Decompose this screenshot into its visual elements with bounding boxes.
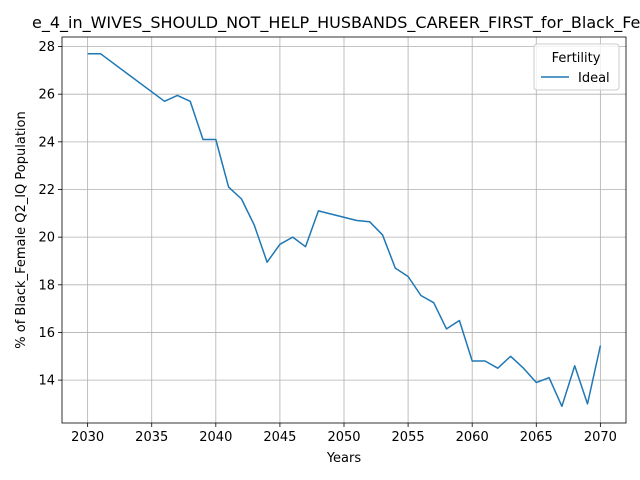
axis-ticks: 2030 2035 2040 2045 2050 2055 2060 2065 2070 14 16… [38,40,616,445]
y-tick-label: 20 [38,231,55,246]
y-tick-label: 24 [38,135,55,150]
x-tick-label: 2030 [71,430,104,445]
x-tick-label: 2070 [584,430,617,445]
y-axis-label: % of Black_Female Q2_IQ Population [14,111,29,348]
x-tick-label: 2035 [135,430,168,445]
chart-title: e_4_in_WIVES_SHOULD_NOT_HELP_HUSBANDS_CA… [32,13,640,33]
x-tick-label: 2045 [263,430,296,445]
y-tick-label: 22 [38,183,55,198]
series-layer [87,52,602,408]
y-tick-label: 26 [38,88,55,103]
x-tick-label: 2040 [199,430,232,445]
y-tick-label: 18 [38,278,55,293]
y-tick-label: 14 [38,374,55,389]
y-tick-label: 28 [38,40,55,55]
legend: Fertility Ideal [533,43,620,91]
series-line-ideal [87,52,602,408]
grid [62,37,626,423]
x-tick-label: 2065 [520,430,553,445]
legend-label-ideal: Ideal [578,71,610,86]
legend-title: Fertility [552,51,601,66]
x-tick-label: 2060 [456,430,489,445]
y-tick-label: 16 [38,326,55,341]
legend-box [533,43,620,91]
x-tick-label: 2055 [392,430,425,445]
x-tick-label: 2050 [327,430,360,445]
x-axis-label: Years [326,451,362,466]
